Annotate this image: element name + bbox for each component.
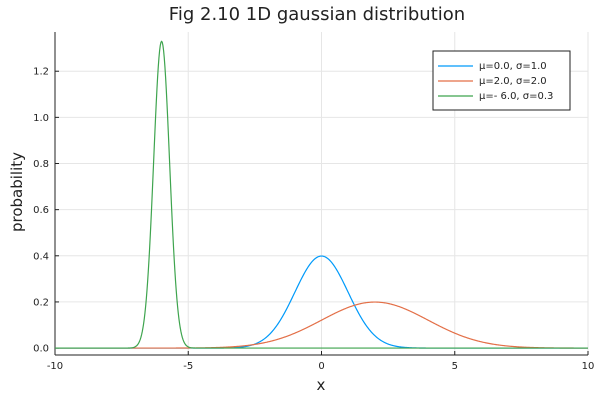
x-axis-label: x [317, 376, 326, 394]
x-tick-label-1: -5 [183, 361, 193, 372]
y-axis-label: probability [8, 152, 26, 232]
legend-label-1: μ=2.0, σ=2.0 [479, 76, 547, 87]
y-tick-label-6: 1.2 [33, 67, 49, 78]
y-tick-label-1: 0.2 [33, 297, 49, 308]
x-tick-label-0: -10 [47, 361, 63, 372]
tick-labels: -10 -5 0 5 10 0.0 0.2 0.4 0.6 0.8 1.0 1.2 [33, 67, 594, 372]
y-tick-label-5: 1.0 [33, 113, 49, 124]
chart-title: Fig 2.10 1D gaussian distribution [169, 4, 465, 25]
legend: μ=0.0, σ=1.0 μ=2.0, σ=2.0 μ=- 6.0, σ=0.3 [432, 50, 571, 111]
legend-label-2: μ=- 6.0, σ=0.3 [479, 91, 553, 102]
legend-label-0: μ=0.0, σ=1.0 [479, 61, 547, 72]
series-line-2 [55, 40, 588, 349]
x-tick-label-2: 0 [318, 361, 324, 372]
series-lines [55, 40, 588, 349]
y-tick-label-0: 0.0 [33, 344, 49, 355]
grid-lines [54, 32, 589, 355]
y-tick-label-3: 0.6 [33, 205, 49, 216]
y-tick-label-2: 0.4 [33, 251, 49, 262]
x-tick-label-4: 10 [582, 361, 595, 372]
x-tick-label-3: 5 [452, 361, 458, 372]
y-tick-label-4: 0.8 [33, 159, 49, 170]
series-line-1 [55, 301, 588, 349]
